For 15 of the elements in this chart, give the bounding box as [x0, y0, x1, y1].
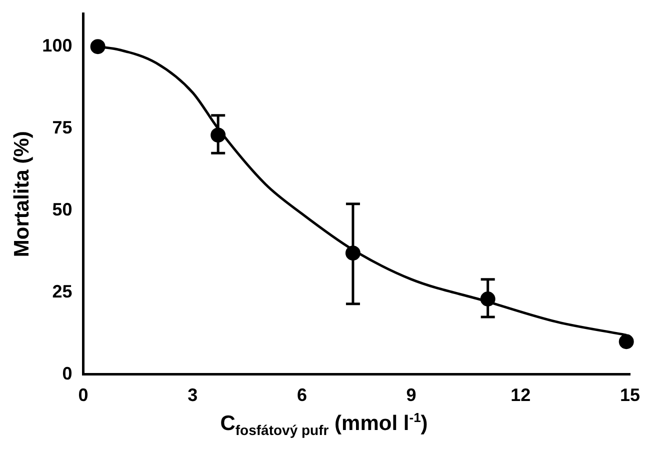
x-tick-label: 12: [510, 385, 531, 406]
x-tick-label: 0: [78, 385, 88, 406]
y-tick-label: 25: [52, 281, 72, 302]
x-tick-label: 9: [406, 385, 416, 406]
y-tick-label: 50: [52, 199, 72, 220]
point: [90, 39, 106, 54]
x-axis-title: C$_{fosfátový pufr}$ (mmol l$^{-1}$): [219, 410, 429, 438]
point: [618, 334, 634, 350]
y-axis-title: Mortalita (%): [10, 131, 34, 258]
x-tick-label: 6: [296, 385, 307, 406]
x-tick-label: 3: [188, 385, 198, 406]
y-tick-label: 75: [52, 118, 72, 138]
y-tick-label: 0: [62, 363, 72, 384]
y-tick-label: 100: [42, 36, 72, 56]
x-tick-label: 15: [620, 385, 640, 406]
